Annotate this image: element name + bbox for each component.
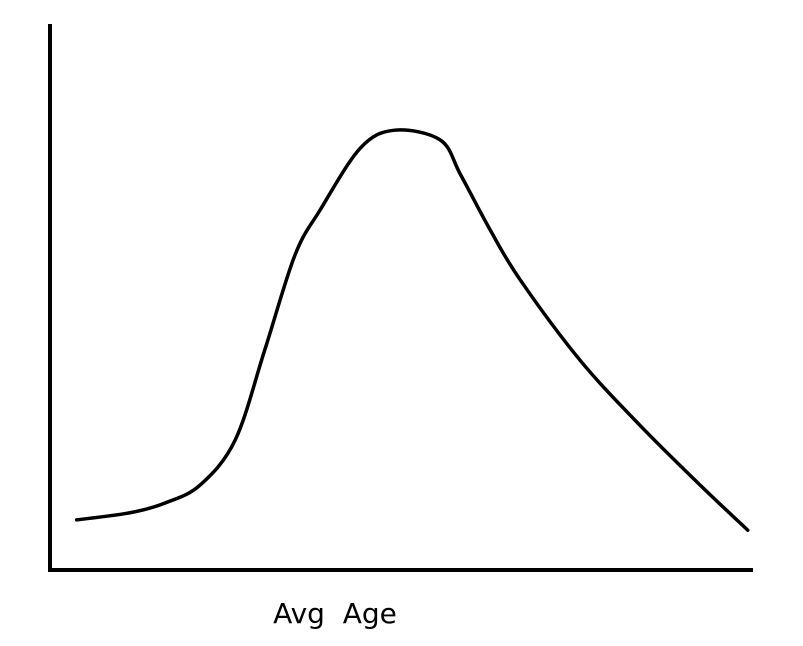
- x-axis-label: Avg Age: [273, 597, 397, 630]
- curve: [74, 128, 750, 532]
